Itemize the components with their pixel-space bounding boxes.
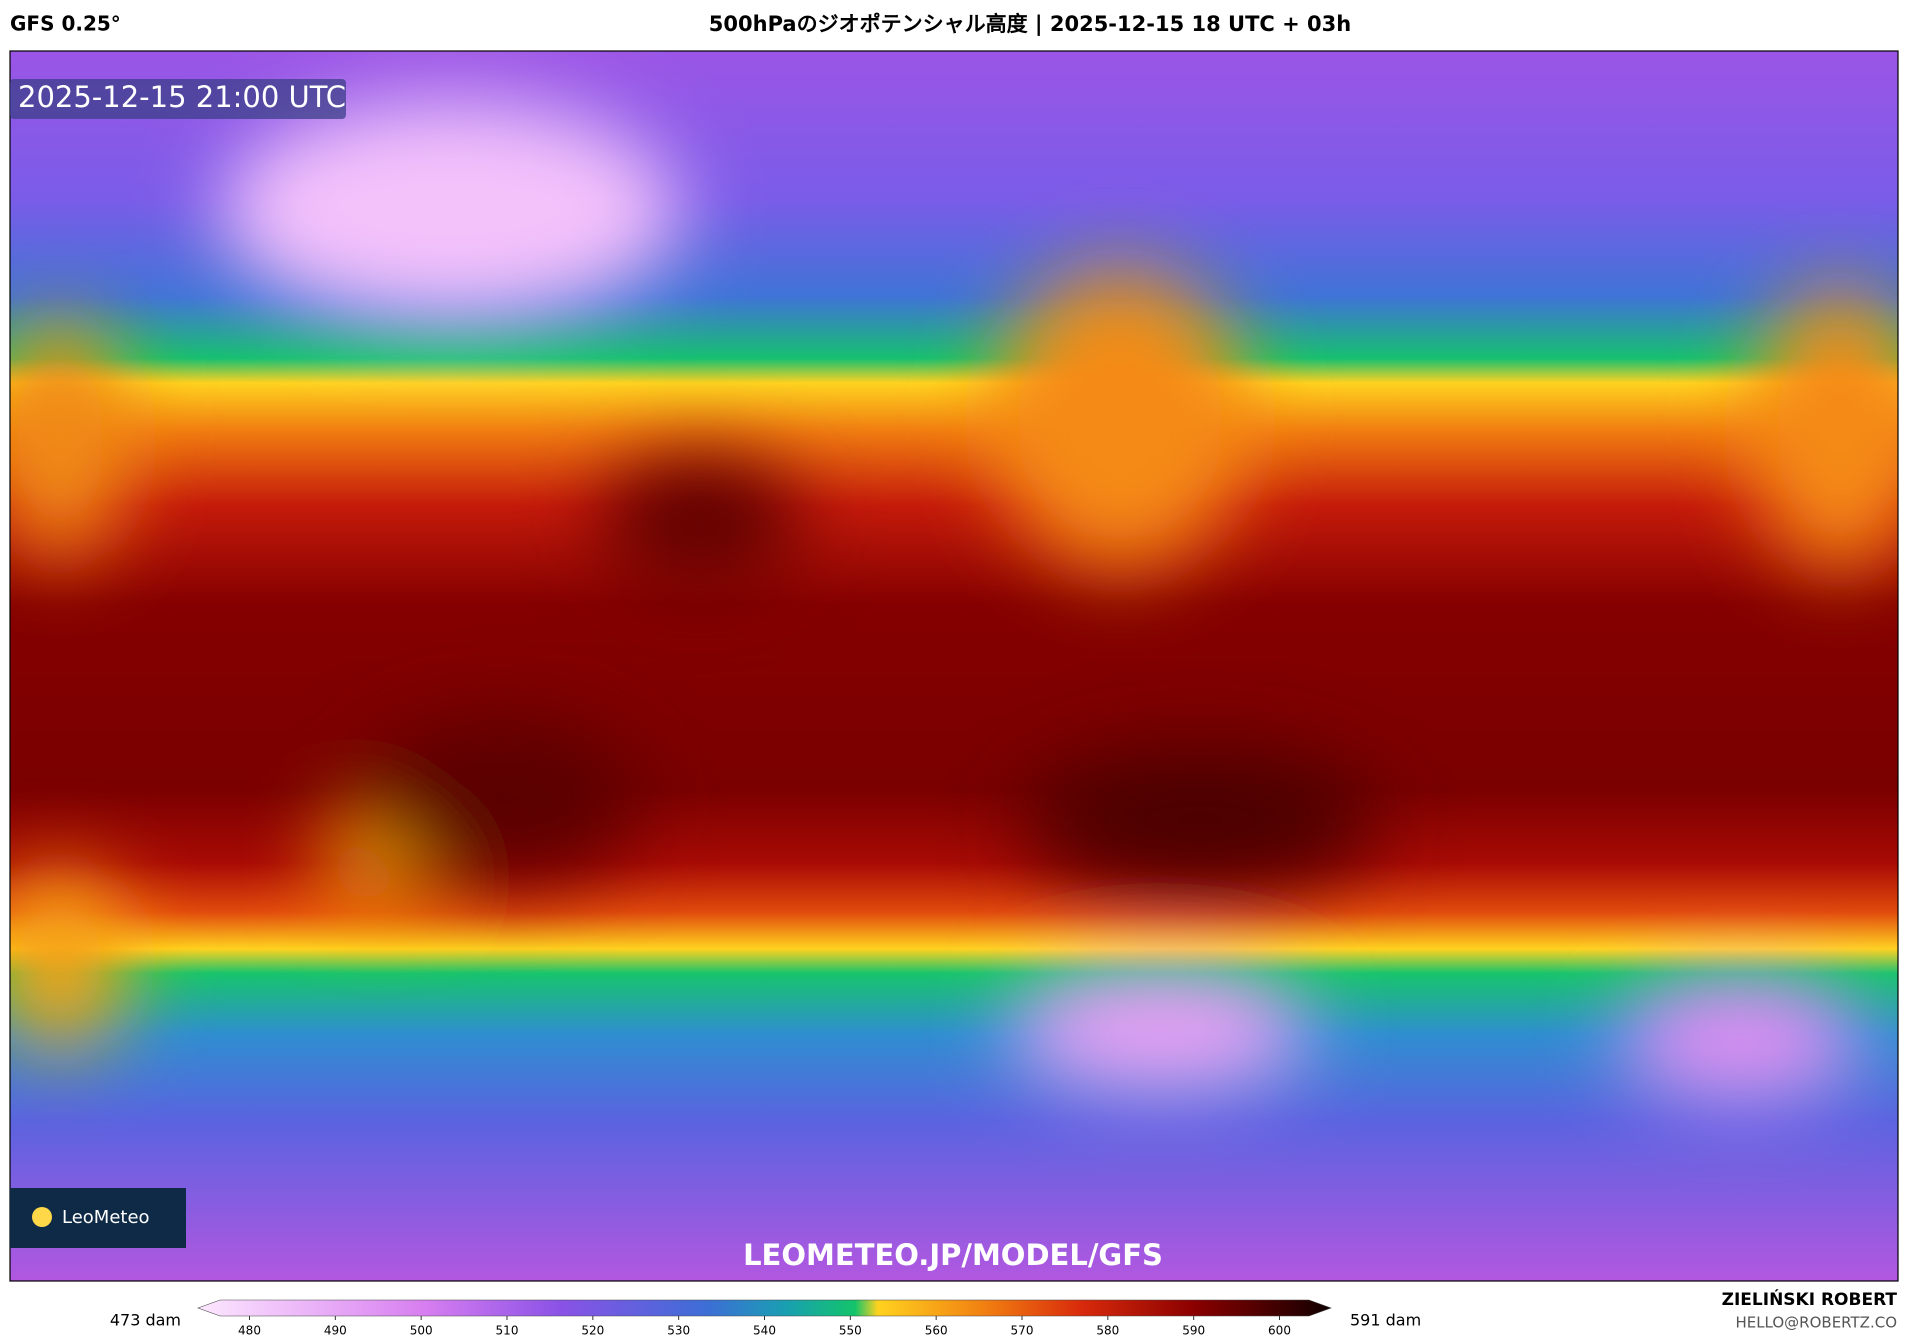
timestamp-box	[10, 79, 346, 119]
colorbar-tick-label: 550	[839, 1324, 862, 1338]
colorbar-tick-label: 510	[496, 1324, 519, 1338]
colorbar-tick-label: 600	[1268, 1324, 1291, 1338]
colorbar-tick-label: 560	[925, 1324, 948, 1338]
colorbar-max-label: 591 dam	[1350, 1311, 1421, 1330]
map-frame	[9, 50, 1899, 1282]
map-title: 500hPaのジオポテンシャル高度 | 2025-12-15 18 UTC + …	[709, 12, 1351, 37]
colorbar: 480 490 500 510 520 530 540 550 560 570 580 590 600	[197, 1299, 1332, 1338]
colorbar-tick-label: 530	[667, 1324, 690, 1338]
timestamp: 2025-12-15 21:00 UTC	[18, 80, 346, 114]
colorbar-bar	[197, 1299, 1332, 1317]
colorbar-tick-label: 520	[581, 1324, 604, 1338]
model-label: GFS 0.25°	[10, 12, 121, 36]
map-field	[10, 51, 1898, 1281]
author: ZIELIŃSKI ROBERT	[1722, 1288, 1898, 1310]
colorbar-tick-label: 590	[1182, 1324, 1205, 1338]
logo-text: LeoMeteo	[62, 1207, 150, 1228]
colorbar-tick-label: 570	[1011, 1324, 1034, 1338]
email: HELLO@ROBERTZ.CO	[1735, 1314, 1897, 1332]
colorbar-tick-label: 580	[1096, 1324, 1119, 1338]
colorbar-tick-label: 540	[753, 1324, 776, 1338]
logo-sun	[32, 1207, 52, 1227]
colorbar-min-label: 473 dam	[110, 1311, 181, 1330]
colorbar-tick-label: 500	[410, 1324, 433, 1338]
colorbar-tick-label: 490	[324, 1324, 347, 1338]
colorbar-tick-label: 480	[238, 1324, 261, 1338]
watermark: LEOMETEO.JP/MODEL/GFS	[743, 1238, 1163, 1272]
